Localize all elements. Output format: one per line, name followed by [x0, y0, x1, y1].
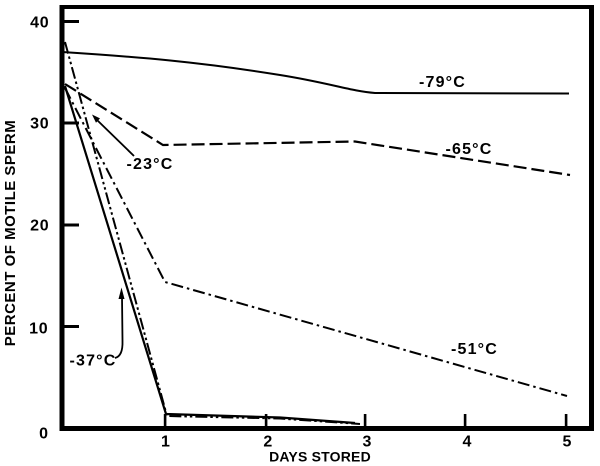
svg-text:-23°C: -23°C: [126, 156, 173, 173]
svg-text:PERCENT OF MOTILE SPERM: PERCENT OF MOTILE SPERM: [2, 120, 19, 347]
svg-text:10: 10: [29, 321, 48, 338]
svg-text:-65°C: -65°C: [445, 141, 492, 158]
svg-text:20: 20: [30, 218, 49, 235]
svg-text:DAYS STORED: DAYS STORED: [269, 449, 371, 465]
svg-text:5: 5: [563, 434, 572, 451]
svg-text:-79°C: -79°C: [419, 74, 466, 91]
svg-text:3: 3: [363, 434, 372, 451]
svg-text:40: 40: [30, 15, 49, 32]
svg-text:-51°C: -51°C: [451, 341, 498, 358]
svg-text:0: 0: [39, 426, 48, 443]
svg-text:4: 4: [463, 434, 472, 451]
svg-text:2: 2: [263, 434, 272, 451]
svg-text:1: 1: [161, 434, 170, 451]
svg-text:-37°C: -37°C: [69, 353, 116, 370]
svg-text:30: 30: [30, 116, 49, 133]
